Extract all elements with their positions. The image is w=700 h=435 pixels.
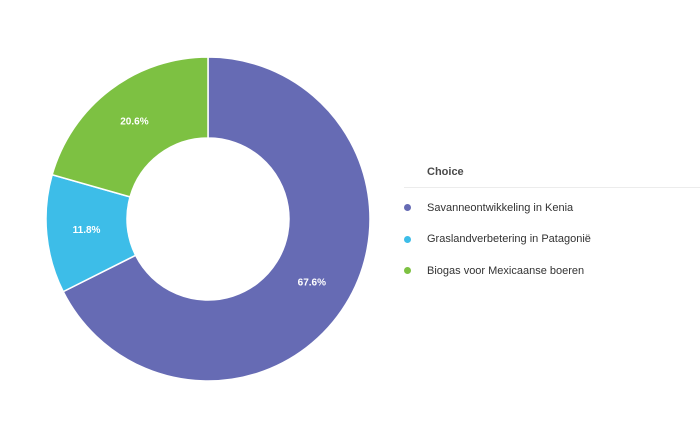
legend-marker (404, 267, 411, 275)
legend-marker (404, 204, 411, 212)
legend-item-biogas[interactable]: Biogas voor Mexicaanse boeren (404, 255, 700, 287)
slice-value-label: 20.6% (120, 116, 148, 127)
donut-slices (45, 56, 371, 382)
legend-marker (404, 235, 411, 243)
legend-label: Savanneontwikkeling in Kenia (427, 201, 574, 214)
donut-slice[interactable] (51, 56, 209, 198)
legend-title: Choice (404, 160, 700, 188)
donut-chart: 67.6% 11.8% 20.6% (45, 56, 371, 382)
legend-item-savanneontwikkeling[interactable]: Savanneontwikkeling in Kenia (404, 192, 700, 224)
legend: Choice Savanneontwikkeling in Kenia Gras… (404, 160, 700, 287)
legend-item-graslandverbetering[interactable]: Graslandverbetering in Patagonië (404, 224, 700, 256)
slice-value-label: 67.6% (298, 278, 326, 289)
legend-items: Savanneontwikkeling in Kenia Graslandver… (404, 188, 700, 287)
donut-slice[interactable] (62, 56, 371, 382)
legend-label: Graslandverbetering in Patagonië (427, 233, 591, 246)
donut-slice-labels: 67.6% 11.8% 20.6% (73, 116, 326, 288)
legend-label: Biogas voor Mexicaanse boeren (427, 264, 585, 277)
slice-value-label: 11.8% (73, 225, 101, 236)
